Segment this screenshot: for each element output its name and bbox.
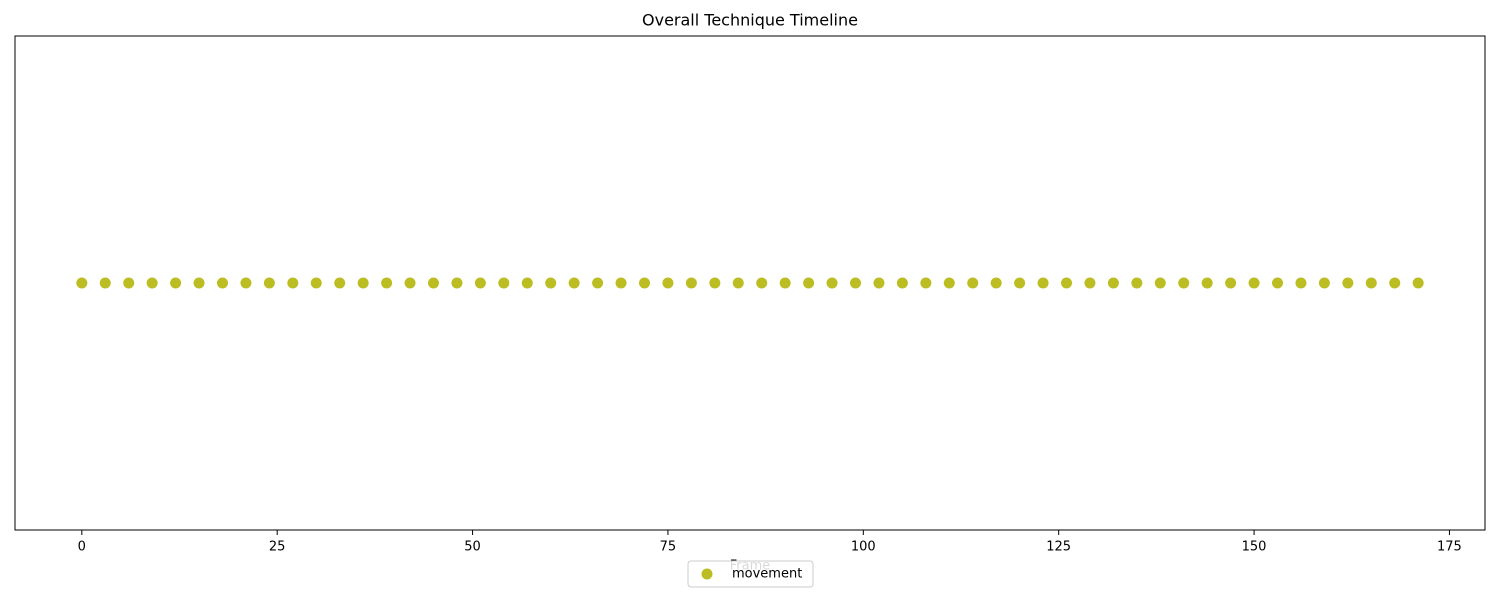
point (1412, 277, 1424, 289)
point (498, 277, 510, 289)
point (1037, 277, 1049, 289)
x-tick-label: 0 (78, 540, 86, 555)
point (1178, 277, 1190, 289)
x-tick-label: 100 (851, 540, 876, 555)
point (1014, 277, 1026, 289)
point (1107, 277, 1119, 289)
point (240, 277, 252, 289)
point (615, 277, 627, 289)
point (990, 277, 1002, 289)
point (427, 277, 439, 289)
point (521, 277, 533, 289)
point (1272, 277, 1284, 289)
point (474, 277, 486, 289)
point (592, 277, 604, 289)
legend-label: movement (732, 567, 802, 582)
plot-frame (14, 35, 1486, 531)
legend-marker (701, 568, 713, 580)
x-tick-label: 75 (660, 540, 677, 555)
point (1248, 277, 1260, 289)
point (779, 277, 791, 289)
point (1061, 277, 1073, 289)
point (76, 277, 88, 289)
point (1342, 277, 1354, 289)
point (99, 277, 111, 289)
point (1084, 277, 1096, 289)
chart-title: Overall Technique Timeline (642, 11, 858, 30)
point (381, 277, 393, 289)
point (1154, 277, 1166, 289)
point (638, 277, 650, 289)
point (451, 277, 463, 289)
point (287, 277, 299, 289)
point (1389, 277, 1401, 289)
point (850, 277, 862, 289)
point (1131, 277, 1143, 289)
point (545, 277, 557, 289)
legend-box (687, 560, 814, 588)
point (709, 277, 721, 289)
x-tick-label: 175 (1437, 540, 1462, 555)
point (662, 277, 674, 289)
point (334, 277, 346, 289)
point (896, 277, 908, 289)
point (568, 277, 580, 289)
point (263, 277, 275, 289)
point (685, 277, 697, 289)
point (1318, 277, 1330, 289)
point (357, 277, 369, 289)
x-tick-label: 150 (1242, 540, 1267, 555)
point (146, 277, 158, 289)
point (216, 277, 228, 289)
point (1365, 277, 1377, 289)
x-tick-label: 125 (1046, 540, 1071, 555)
point (404, 277, 416, 289)
point (873, 277, 885, 289)
x-tick-label: 25 (269, 540, 286, 555)
point (756, 277, 768, 289)
point (310, 277, 322, 289)
point (803, 277, 815, 289)
point (1295, 277, 1307, 289)
point (943, 277, 955, 289)
point (1225, 277, 1237, 289)
point (732, 277, 744, 289)
point (123, 277, 135, 289)
point (193, 277, 205, 289)
point (826, 277, 838, 289)
point (967, 277, 979, 289)
point (1201, 277, 1213, 289)
point (170, 277, 182, 289)
point (920, 277, 932, 289)
x-tick-label: 50 (464, 540, 481, 555)
